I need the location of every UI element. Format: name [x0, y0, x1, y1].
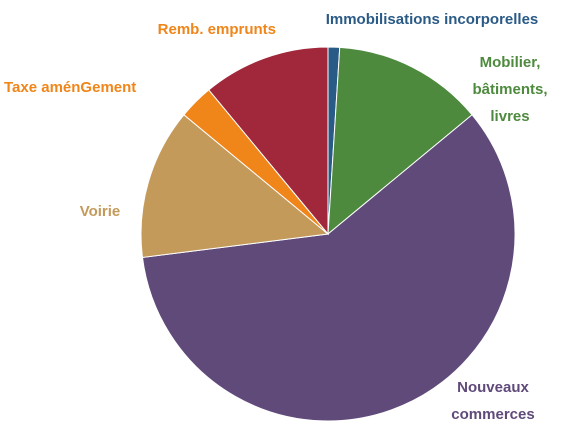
pie-slice	[140, 114, 330, 258]
slice-label: Voirie	[79, 203, 121, 220]
slice-label: Remb. emprunts	[157, 21, 276, 38]
slice-label: Nouveaux commerces	[451, 379, 535, 423]
slice-label: Taxe aménGement	[4, 79, 137, 96]
pie-slice	[208, 46, 329, 236]
slice-label: Mobilier, bâtiments, livres	[472, 54, 548, 125]
slice-label: Immobilisations incorporelles	[325, 11, 539, 28]
pie-slice	[327, 46, 473, 236]
pie-slice	[141, 114, 516, 422]
